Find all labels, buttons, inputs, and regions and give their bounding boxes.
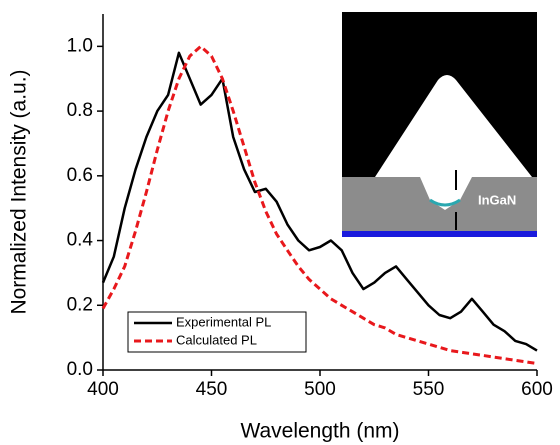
series-line	[101, 44, 538, 365]
legend-label: Experimental PL	[176, 314, 271, 329]
y-tick-label: 0.4	[67, 230, 94, 251]
y-tick-label: 0.8	[67, 100, 93, 121]
inset-quantum-well	[429, 198, 461, 207]
inset-label: InGaN	[478, 192, 516, 207]
y-tick-label: 0.6	[67, 165, 93, 186]
inset: InGaN	[342, 12, 537, 237]
y-tick-label: 0.0	[67, 359, 93, 380]
y-tick-label: 1.0	[67, 35, 93, 56]
y-tick-label: 0.2	[67, 294, 93, 315]
x-tick-label: 600	[521, 379, 553, 400]
legend	[127, 311, 307, 353]
x-tick-label: 500	[304, 379, 336, 400]
y-axis-label: Normalized Intensity (a.u.)	[8, 69, 31, 314]
series-line	[101, 51, 538, 352]
inset-substrate	[342, 177, 537, 232]
x-tick-label: 400	[87, 379, 119, 400]
x-tick-label: 450	[196, 379, 228, 400]
inset-base	[342, 231, 537, 237]
x-tick-label: 550	[413, 379, 445, 400]
legend-label: Calculated PL	[176, 332, 257, 347]
x-axis-label: Wavelength (nm)	[240, 420, 399, 443]
